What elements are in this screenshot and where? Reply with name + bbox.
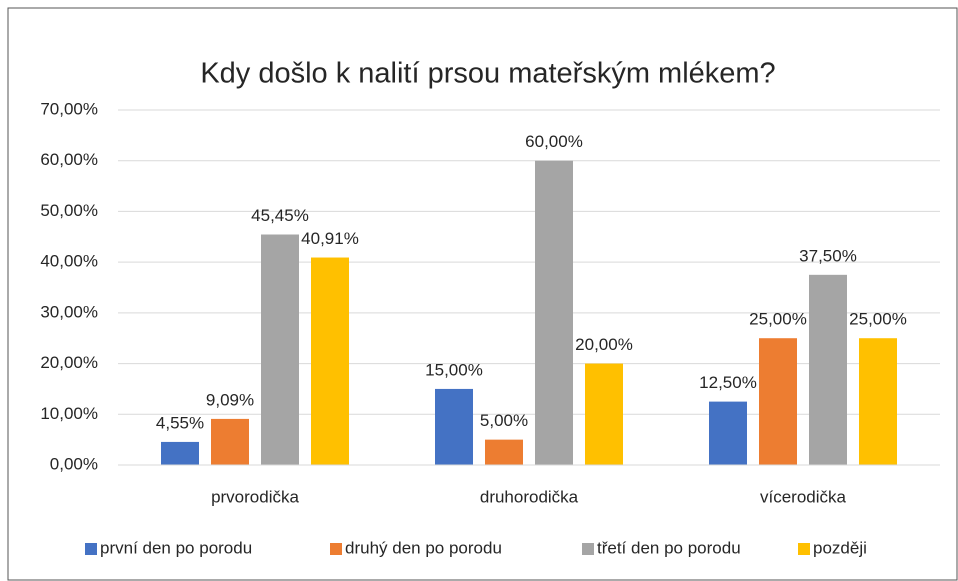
bar bbox=[485, 439, 523, 465]
legend-label: první den po porodu bbox=[100, 538, 252, 557]
value-label: 60,00% bbox=[525, 132, 583, 151]
legend-swatch bbox=[330, 543, 342, 555]
chart-title: Kdy došlo k nalití prsou mateřským mléke… bbox=[200, 58, 775, 90]
bar bbox=[211, 418, 249, 465]
bar bbox=[261, 234, 299, 465]
value-label: 45,45% bbox=[251, 206, 309, 225]
value-label: 12,50% bbox=[699, 373, 757, 392]
legend-label: později bbox=[813, 538, 867, 557]
legend-swatch bbox=[582, 543, 594, 555]
y-tick-label: 20,00% bbox=[40, 353, 98, 372]
bar bbox=[809, 274, 847, 465]
y-tick-label: 0,00% bbox=[50, 454, 98, 473]
value-label: 20,00% bbox=[575, 335, 633, 354]
y-tick-label: 50,00% bbox=[40, 201, 98, 220]
legend-swatch bbox=[798, 543, 810, 555]
value-label: 5,00% bbox=[480, 411, 528, 430]
y-tick-label: 30,00% bbox=[40, 302, 98, 321]
chart-border bbox=[7, 7, 958, 581]
y-tick-label: 60,00% bbox=[40, 150, 98, 169]
bar bbox=[435, 388, 473, 465]
bar bbox=[759, 338, 797, 465]
legend-swatch bbox=[85, 543, 97, 555]
value-label: 25,00% bbox=[749, 310, 807, 329]
value-label: 15,00% bbox=[425, 360, 483, 379]
bar bbox=[535, 160, 573, 465]
value-label: 4,55% bbox=[156, 413, 204, 432]
bar bbox=[311, 257, 349, 465]
value-label: 9,09% bbox=[206, 390, 254, 409]
bar bbox=[859, 338, 897, 465]
legend-label: třetí den po porodu bbox=[597, 538, 741, 557]
bar bbox=[161, 441, 199, 465]
value-label: 40,91% bbox=[301, 229, 359, 248]
bar bbox=[585, 363, 623, 465]
x-tick-label: vícerodička bbox=[760, 487, 847, 506]
legend-label: druhý den po porodu bbox=[345, 538, 502, 557]
y-tick-label: 40,00% bbox=[40, 252, 98, 271]
y-tick-label: 70,00% bbox=[40, 99, 98, 118]
bar bbox=[709, 401, 747, 465]
x-tick-label: prvorodička bbox=[211, 487, 299, 506]
value-label: 25,00% bbox=[849, 310, 907, 329]
value-label: 37,50% bbox=[799, 246, 857, 265]
x-tick-label: druhorodička bbox=[480, 487, 579, 506]
y-tick-label: 10,00% bbox=[40, 404, 98, 423]
